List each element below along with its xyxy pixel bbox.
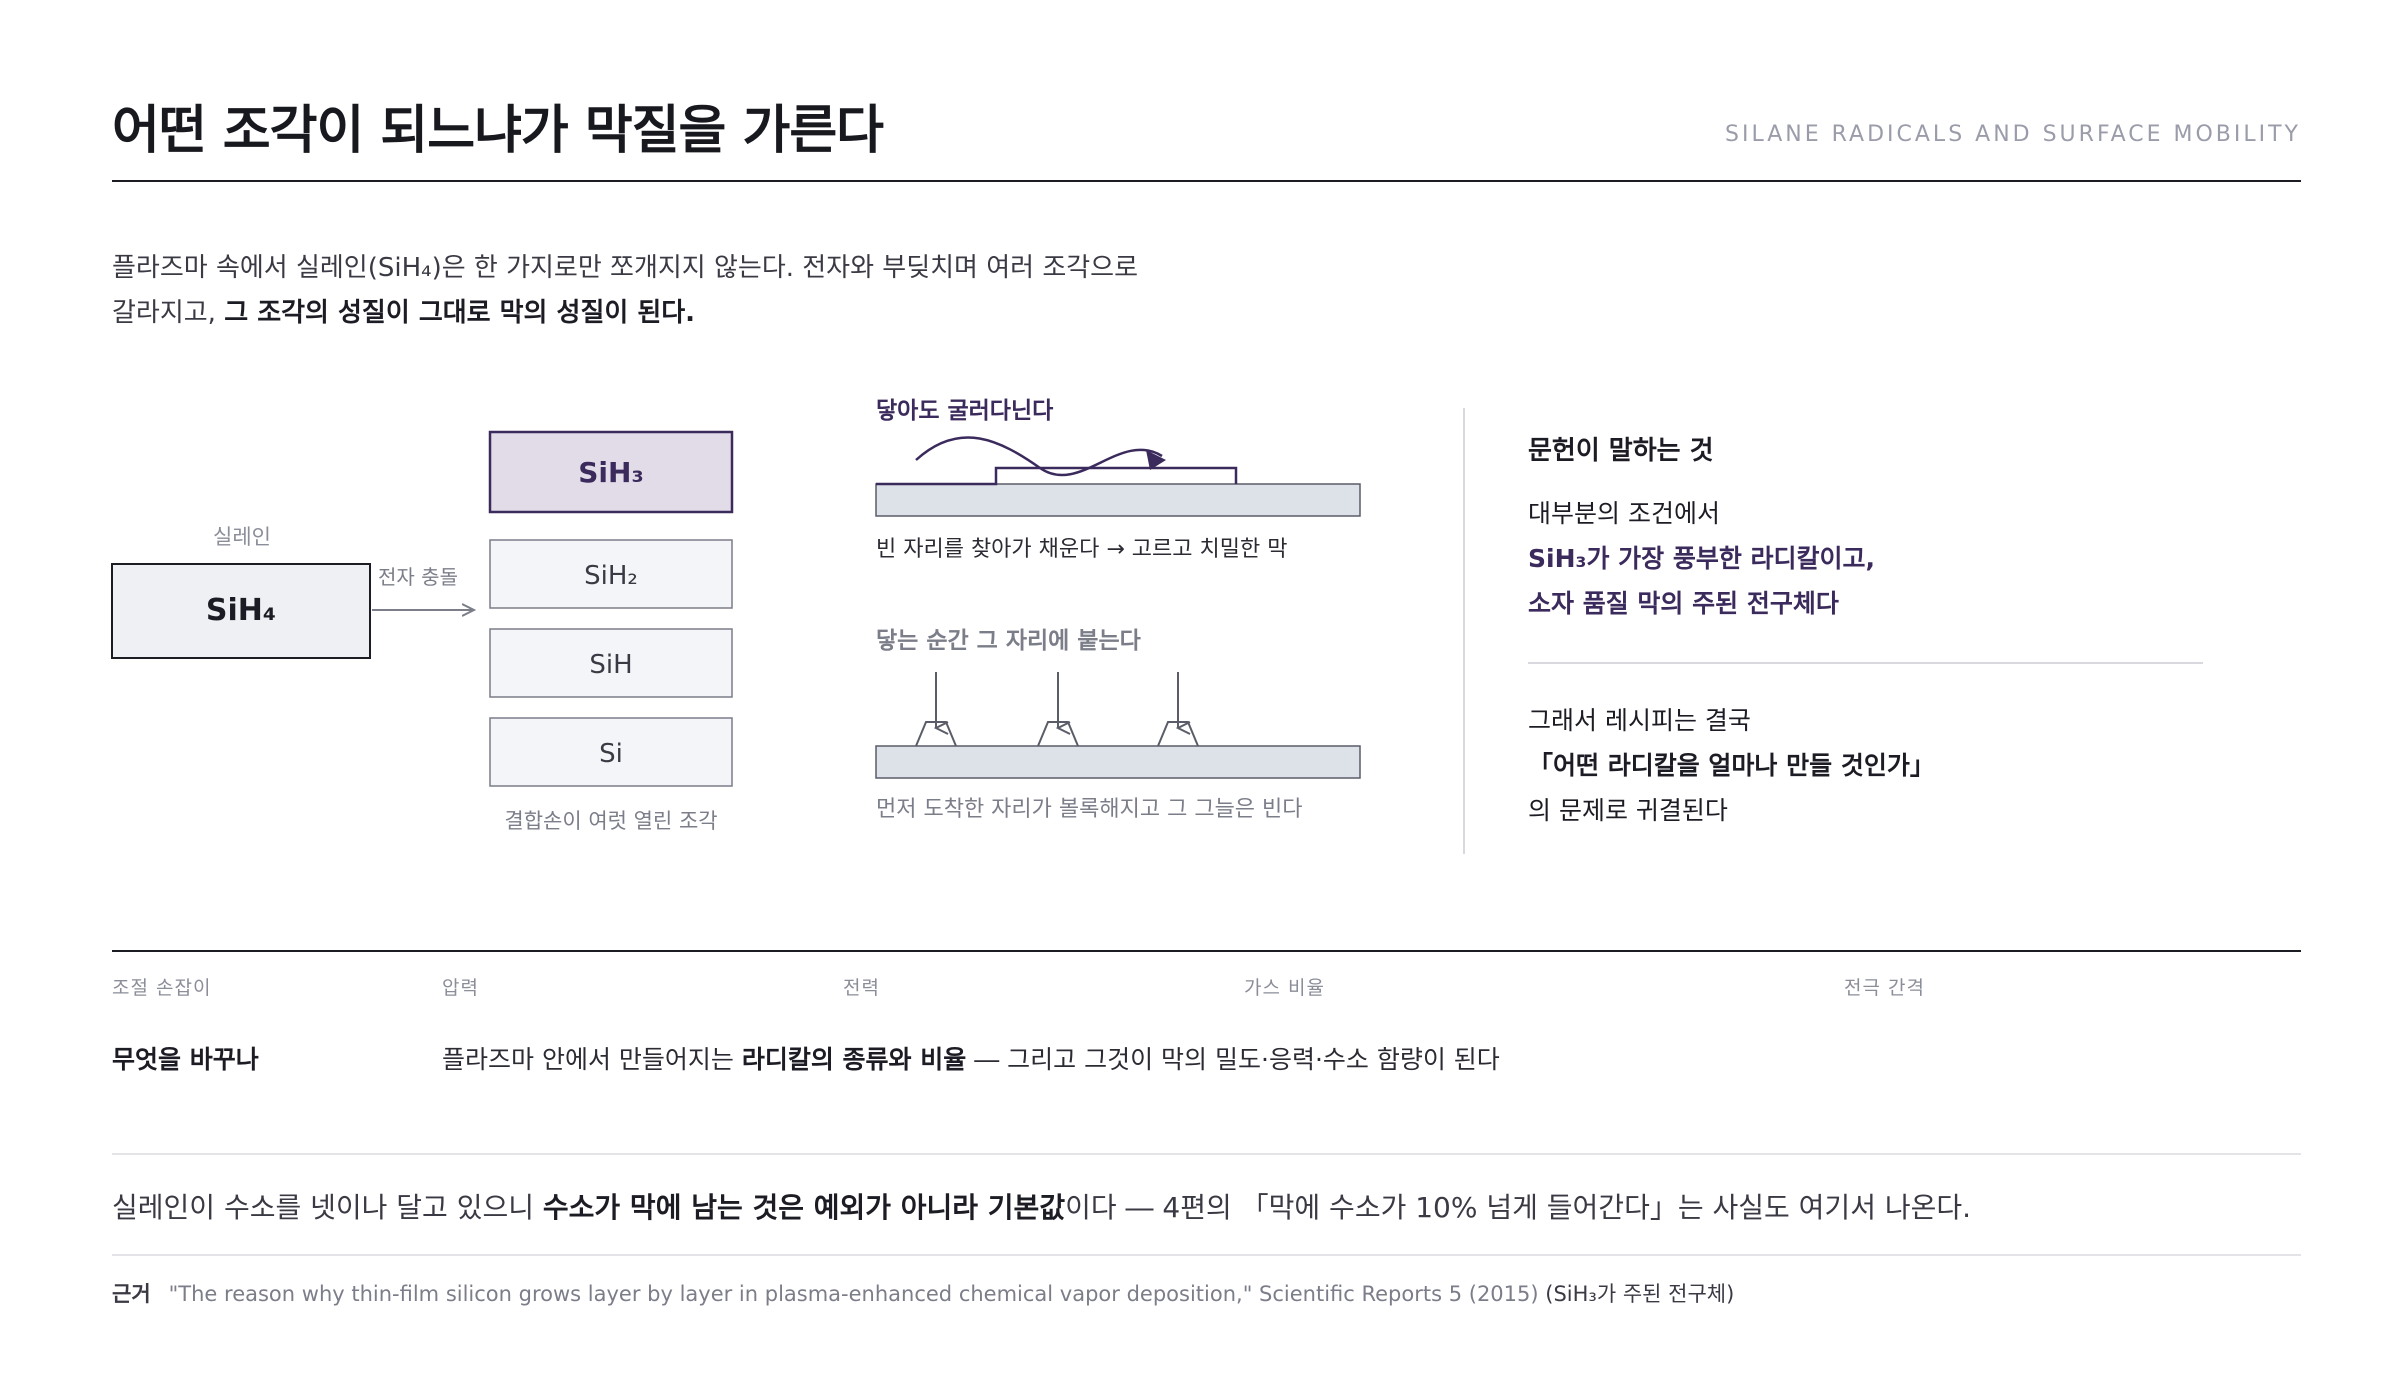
fragment-box-si <box>489 717 733 787</box>
fragment-label: SiH₃ <box>578 456 643 489</box>
knobs-answer: 플라즈마 안에서 만들어지는 라디칼의 종류와 비율 ― 그리고 그것이 막의 … <box>442 1040 1500 1076</box>
closing-divider <box>112 1153 2301 1155</box>
knob-column-label: 전력 <box>843 977 880 999</box>
mobile-trajectory <box>915 436 1163 477</box>
literature-accent: 소자 품질 막의 주된 전구체다 <box>1528 589 1839 618</box>
knobs-answer-plain: 플라즈마 안에서 만들어지는 <box>442 1045 742 1074</box>
sticky-bump <box>1037 721 1079 747</box>
closing-plain: 실레인이 수소를 넷이나 달고 있으니 <box>112 1191 543 1224</box>
closing-plain: 이다 ― 4편의 「막에 수소가 10% 넘게 들어간다」는 사실도 여기서 나… <box>1065 1191 1972 1224</box>
knob-column-label: 전극 간격 <box>1844 977 1925 999</box>
knobs-question: 무엇을 바꾸나 <box>112 1045 259 1074</box>
knobs-answer-plain: ― 그리고 그것이 막의 밀도·응력·수소 함량이 된다 <box>966 1045 1500 1074</box>
literature-heading: 문헌이 말하는 것 <box>1528 436 1714 466</box>
header-divider <box>112 180 2301 182</box>
intro-line-2: 갈라지고, 그 조각의 성질이 그대로 막의 성질이 된다. <box>112 291 1412 336</box>
page-subtitle: SILANE RADICALS AND SURFACE MOBILITY <box>1725 122 2301 147</box>
knobs-answer-bold: 라디칼의 종류와 비율 <box>741 1045 967 1074</box>
fragment-box-sih2 <box>489 539 733 609</box>
fragment-label: Si <box>599 739 623 769</box>
knob-column-label: 조절 손잡이 <box>112 977 212 999</box>
source-label: 실레인 <box>213 525 271 549</box>
literature-line: 대부분의 조건에서 <box>1528 499 1720 528</box>
sticky-caption: 먼저 도착한 자리가 볼록해지고 그 그늘은 빈다 <box>876 797 1303 822</box>
intro-paragraph: 플라즈마 속에서 실레인(SiH₄)은 한 가지로만 쪼개지지 않는다. 전자와… <box>112 246 1412 336</box>
literature-divider <box>1528 662 2203 664</box>
literature-accent: SiH₃가 가장 풍부한 라디칼이고, <box>1528 544 1876 573</box>
mobile-substrate <box>875 483 1361 517</box>
arrow-label: 전자 충돌 <box>378 565 458 589</box>
intro-line-1: 플라즈마 속에서 실레인(SiH₄)은 한 가지로만 쪼개지지 않는다. 전자와… <box>112 253 1139 283</box>
intro-line-2-bold: 그 조각의 성질이 그대로 막의 성질이 된다. <box>224 298 696 328</box>
literature-line: 그래서 레시피는 결국 <box>1528 706 1751 735</box>
source-box <box>111 563 371 659</box>
reference-citation: "The reason why thin-film silicon grows … <box>168 1282 1539 1306</box>
literature-strong: 「어떤 라디칼을 얼마나 만들 것인가」 <box>1528 751 1935 780</box>
reference-note: (SiH₃가 주된 전구체) <box>1545 1282 1735 1306</box>
literature-panel: 문헌이 말하는 것 대부분의 조건에서 SiH₃가 가장 풍부한 라디칼이고, … <box>1528 430 2208 833</box>
source-formula: SiH₄ <box>206 593 276 628</box>
sticky-bump <box>915 721 957 747</box>
closing-bold: 수소가 막에 남는 것은 예외가 아니라 기본값 <box>542 1191 1066 1224</box>
sticky-bump <box>1157 721 1199 747</box>
fragment-box-sih3 <box>488 430 734 514</box>
knobs-divider <box>112 950 2301 952</box>
closing-statement: 실레인이 수소를 넷이나 달고 있으니 수소가 막에 남는 것은 예외가 아니라… <box>112 1186 1971 1226</box>
trajectory-arrowhead-icon <box>1146 450 1166 470</box>
fragment-label: SiH₂ <box>584 561 638 591</box>
mobile-film-layer <box>876 466 1238 486</box>
reference-label: 근거 <box>112 1282 151 1306</box>
fragment-label: SiH <box>589 650 632 680</box>
knob-column-label: 가스 비율 <box>1244 977 1325 999</box>
mobile-title: 닿아도 굴러다닌다 <box>876 398 1053 424</box>
literature-line: 의 문제로 귀결된다 <box>1528 796 1728 825</box>
page-title: 어떤 조각이 되느냐가 막질을 가른다 <box>112 101 884 161</box>
intro-line-2-plain: 갈라지고, <box>112 298 225 328</box>
fragment-box-sih <box>489 628 733 698</box>
knob-column-label: 압력 <box>442 977 479 999</box>
sticky-title: 닿는 순간 그 자리에 붙는다 <box>876 628 1141 654</box>
reference-divider <box>112 1254 2301 1256</box>
fragments-caption: 결합손이 여럿 열린 조각 <box>504 809 717 833</box>
reference: 근거 "The reason why thin-film silicon grow… <box>112 1278 1734 1308</box>
dissociation-diagram: 실레인 SiH₄ 전자 충돌 SiH₃ SiH₂ SiH Si 결합손이 여럿 … <box>111 398 1465 854</box>
mobile-caption: 빈 자리를 찾아가 채운다 → 고르고 치밀한 막 <box>876 537 1287 562</box>
sticky-substrate <box>875 745 1361 779</box>
